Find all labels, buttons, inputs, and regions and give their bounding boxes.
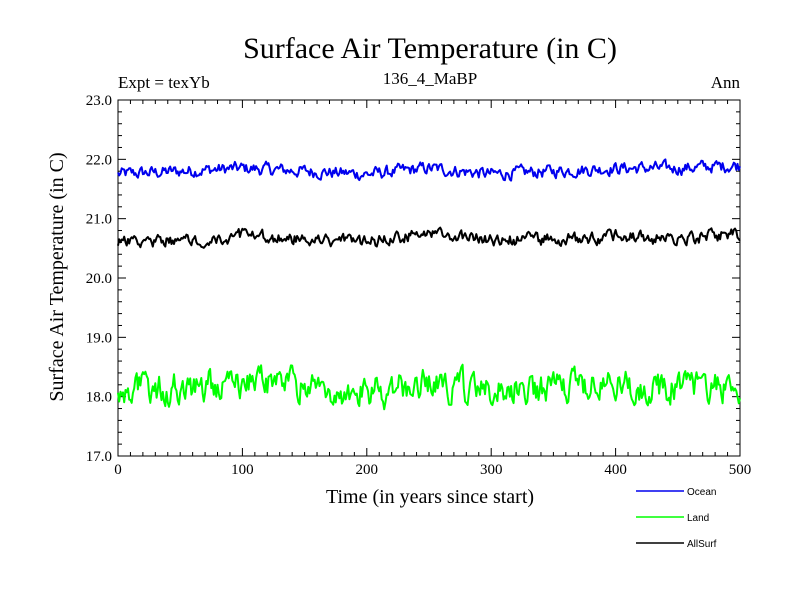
series-line-land <box>117 363 741 411</box>
legend-label-allsurf: AllSurf <box>687 539 717 550</box>
x-tick-label: 300 <box>480 462 503 478</box>
x-axis: 0 100 200 300 400 500 <box>114 100 751 478</box>
x-tick-label: 500 <box>729 462 752 478</box>
x-axis-label: Time (in years since start) <box>326 486 534 508</box>
x-tick-label: 200 <box>356 462 379 478</box>
legend: Ocean Land AllSurf <box>636 487 717 550</box>
y-tick-label: 19.0 <box>86 330 112 346</box>
y-tick-label: 22.0 <box>86 152 112 168</box>
season-label: Ann <box>711 73 741 92</box>
chart-subtitle: 136_4_MaBP <box>383 69 477 88</box>
series-layer <box>117 158 741 411</box>
series-line-allsurf <box>117 226 741 249</box>
legend-label-land: Land <box>687 513 709 524</box>
expt-label: Expt = texYb <box>118 73 210 92</box>
x-tick-label: 100 <box>231 462 254 478</box>
y-tick-label: 18.0 <box>86 390 112 406</box>
y-tick-label: 21.0 <box>86 212 112 228</box>
chart-title: Surface Air Temperature (in C) <box>243 32 617 65</box>
y-axis-label: Surface Air Temperature (in C) <box>46 152 68 401</box>
y-axis: 17.0 18.0 19.0 20.0 21.0 22.0 23.0 <box>86 93 740 465</box>
y-tick-label: 20.0 <box>86 271 112 287</box>
y-tick-label: 17.0 <box>86 449 112 465</box>
series-line-ocean <box>117 158 741 182</box>
legend-label-ocean: Ocean <box>687 487 716 498</box>
y-tick-label: 23.0 <box>86 93 112 109</box>
x-tick-label: 400 <box>604 462 627 478</box>
x-tick-label: 0 <box>114 462 122 478</box>
